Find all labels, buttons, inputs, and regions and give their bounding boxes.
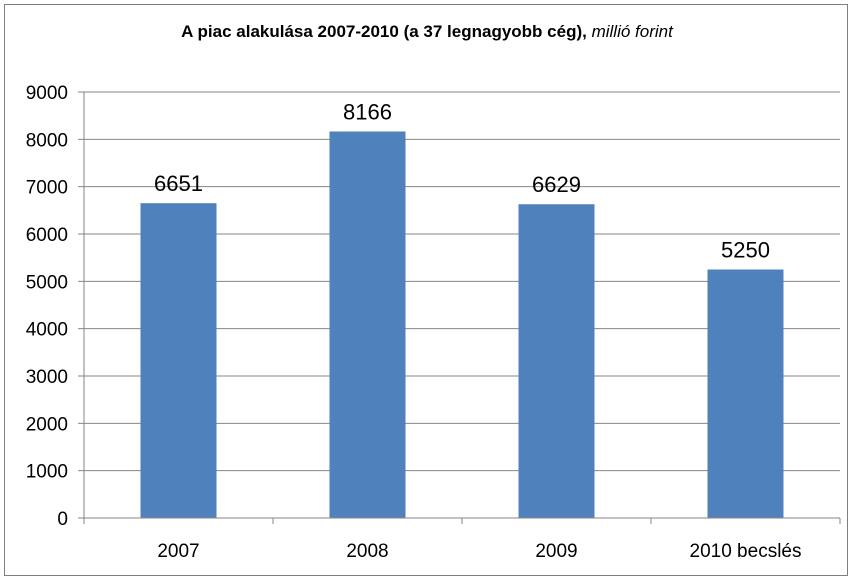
y-tick-label: 2000: [26, 414, 68, 435]
data-label: 6629: [532, 172, 581, 197]
x-tick-label: 2007: [157, 541, 199, 562]
y-tick-label: 1000: [26, 462, 68, 483]
bars: [140, 131, 784, 518]
axes: [78, 91, 841, 524]
chart-title: A piac alakulása 2007-2010 (a 37 legnagy…: [0, 22, 854, 42]
y-tick-label: 3000: [26, 367, 68, 388]
bar: [140, 203, 217, 518]
bar: [707, 269, 784, 518]
y-tick-label: 8000: [26, 130, 68, 151]
data-label: 5250: [721, 238, 770, 263]
chart-title-main: A piac alakulása 2007-2010 (a 37 legnagy…: [181, 22, 587, 41]
y-tick-label: 9000: [26, 83, 68, 104]
y-tick-label: 7000: [26, 178, 68, 199]
x-tick-label: 2009: [535, 541, 577, 562]
bar: [518, 204, 595, 518]
y-tick-label: 0: [57, 509, 68, 530]
labels: 0 1000 2000 3000 4000 5000 6000 7000 8000 9000 665…: [26, 83, 802, 562]
data-label: 8166: [343, 99, 392, 124]
y-tick-label: 5000: [26, 272, 68, 293]
chart-title-unit: millió forint: [591, 22, 673, 41]
data-label: 6651: [154, 171, 203, 196]
x-tick-label: 2010 becslés: [690, 541, 802, 562]
bar: [329, 131, 406, 518]
y-tick-label: 4000: [26, 320, 68, 341]
x-tick-label: 2008: [346, 541, 388, 562]
y-tick-label: 6000: [26, 225, 68, 246]
